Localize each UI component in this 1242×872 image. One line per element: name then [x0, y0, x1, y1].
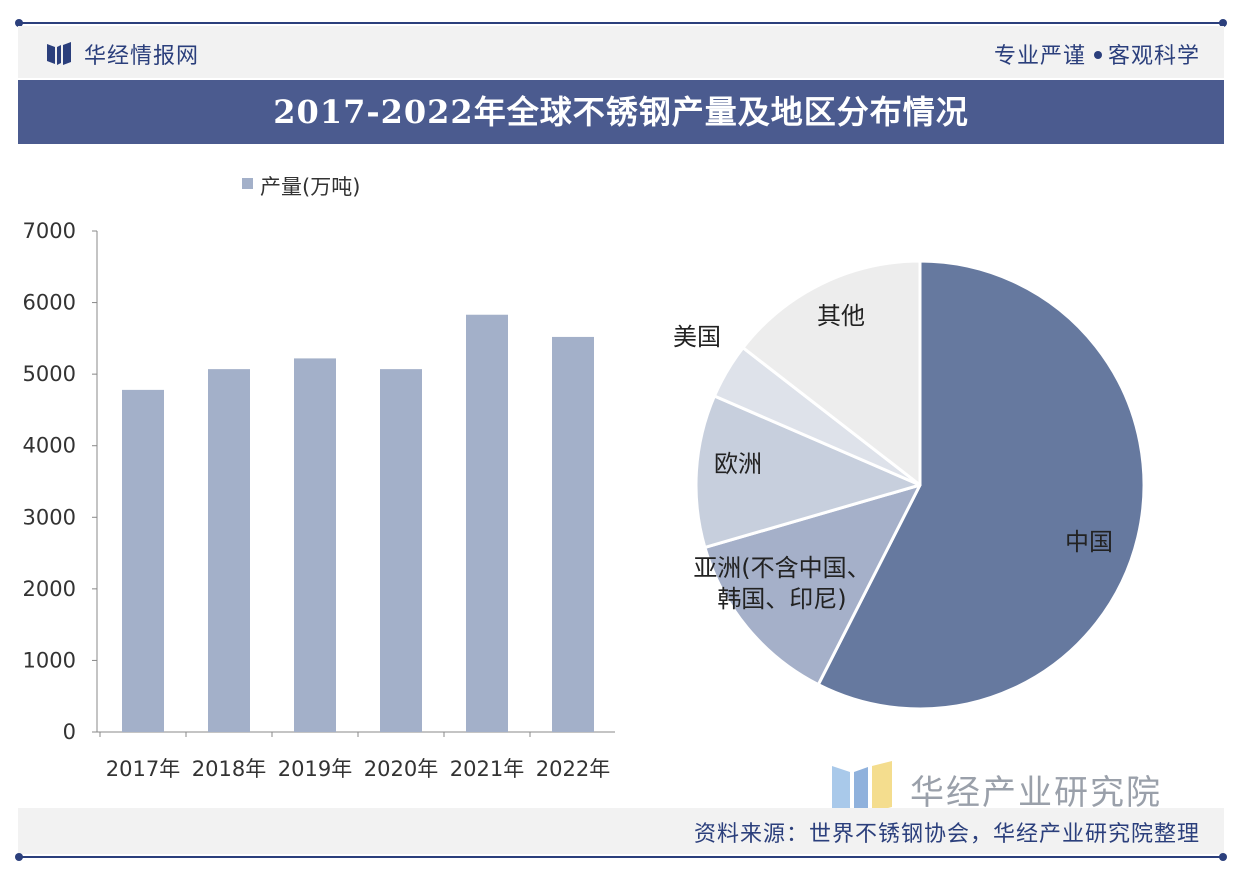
pie-slice — [694, 394, 922, 549]
pie-label-line: 韩国、印尼) — [717, 585, 846, 613]
pie-slice — [816, 259, 1146, 711]
header-band: 华经情报网 专业严谨 客观科学 — [18, 26, 1224, 78]
slogan: 专业严谨 客观科学 — [994, 38, 1200, 70]
footer-logo-text: 华经产业研究院 — [910, 772, 1162, 813]
brand: 华经情报网 — [46, 38, 199, 70]
rule-dot-left — [15, 853, 23, 861]
x-tick-label: 2019年 — [278, 757, 352, 781]
bar-series — [122, 314, 594, 732]
rule-dot-left — [15, 19, 23, 27]
rule-dot-right — [1219, 853, 1227, 861]
y-tick-label: 4000 — [23, 434, 76, 458]
chart-canvas: 产量(万吨) 0 1000 2000 3000 4000 5000 6000 7000 201… — [23, 175, 1146, 781]
pie-slice-label: 其他 — [817, 302, 865, 330]
y-tick-label: 1000 — [23, 648, 76, 672]
y-tick-label: 5000 — [23, 362, 76, 386]
footer-logo: 华经产业研究院 — [830, 760, 1162, 818]
pie-slice-label: 中国 — [1065, 528, 1113, 556]
bar — [122, 389, 164, 732]
bar — [552, 336, 594, 732]
pie-slice-label: 亚洲(不含中国、韩国、印尼) — [693, 554, 870, 613]
bar — [208, 369, 250, 732]
y-tick-label: 6000 — [23, 291, 76, 315]
slogan-left: 专业严谨 — [993, 44, 1086, 69]
pie-label-line: 欧洲 — [714, 450, 762, 478]
top-rule — [15, 19, 1227, 27]
pie-label-line: 中国 — [1065, 528, 1113, 556]
y-tick-label: 7000 — [23, 219, 76, 243]
bar-chart: 产量(万吨) 0 1000 2000 3000 4000 5000 6000 7000 201… — [23, 175, 615, 781]
rule-dot-right — [1219, 19, 1227, 27]
source-note: 资料来源：世界不锈钢协会，华经产业研究院整理 — [693, 822, 1200, 847]
x-tick-label: 2020年 — [364, 757, 438, 781]
x-axis-labels: 2017年 2018年 2019年 2020年 2021年 2022年 — [99, 732, 610, 781]
x-tick-label: 2021年 — [450, 757, 524, 781]
brand-logo-icon — [47, 42, 71, 65]
pie-label-line: 亚洲(不含中国、 — [693, 554, 870, 582]
x-tick-label: 2018年 — [192, 757, 266, 781]
title-bar: 2017-2022年全球不锈钢产量及地区分布情况 — [18, 80, 1224, 144]
pie-slices — [694, 259, 1146, 711]
chart-title: 2017-2022年全球不锈钢产量及地区分布情况 — [273, 93, 969, 131]
y-axis-ticks: 0 1000 2000 3000 4000 5000 6000 7000 — [23, 219, 97, 744]
bar — [466, 314, 508, 732]
pie-slice — [703, 483, 922, 687]
bar-legend-label: 产量(万吨) — [260, 175, 360, 199]
footer-logo-icon — [832, 761, 892, 816]
slogan-bullet — [1093, 51, 1102, 59]
bar-legend-swatch — [242, 178, 253, 189]
x-tick-label: 2017年 — [106, 757, 180, 781]
footer-band: 资料来源：世界不锈钢协会，华经产业研究院整理 — [18, 808, 1224, 854]
bottom-rule — [15, 853, 1227, 861]
y-tick-label: 0 — [63, 720, 76, 744]
slogan-right: 客观科学 — [1107, 44, 1200, 69]
bar — [380, 369, 422, 732]
pie-slice-label: 欧洲 — [714, 450, 762, 478]
pie-slice — [741, 259, 922, 487]
brand-name: 华经情报网 — [84, 44, 200, 69]
pie-label-line: 美国 — [673, 323, 721, 351]
bar — [294, 358, 336, 732]
y-tick-label: 3000 — [23, 505, 76, 529]
x-tick-label: 2022年 — [536, 757, 610, 781]
y-tick-label: 2000 — [23, 577, 76, 601]
pie-slice-label: 美国 — [673, 323, 721, 351]
pie-label-line: 其他 — [817, 302, 865, 330]
